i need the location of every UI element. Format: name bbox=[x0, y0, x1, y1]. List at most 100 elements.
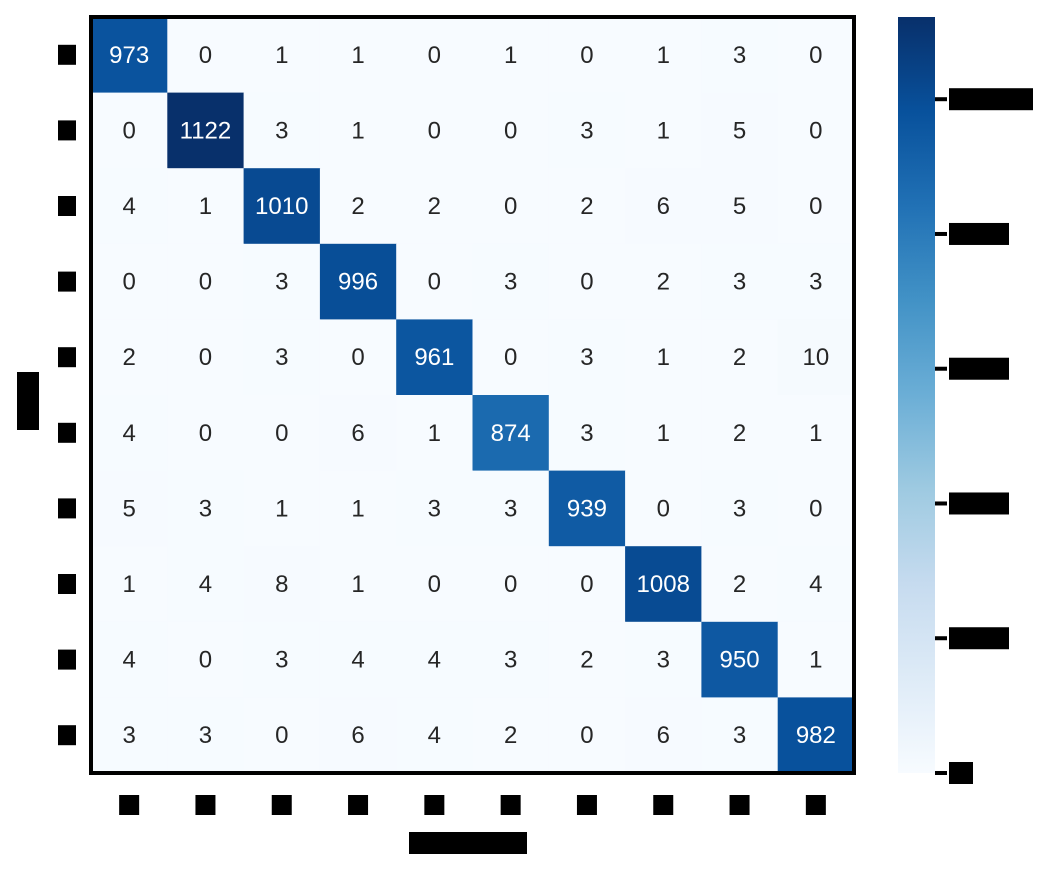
heatmap-cell bbox=[243, 319, 321, 396]
cell-value-label: 0 bbox=[504, 344, 517, 371]
cell-value-label: 1 bbox=[275, 42, 288, 69]
heatmap-cell bbox=[167, 546, 245, 623]
cell-value-label: 1008 bbox=[637, 571, 690, 598]
heatmap-cell bbox=[625, 546, 702, 623]
y-tick-mark bbox=[58, 44, 76, 65]
colorbar-tick-label-mark bbox=[949, 762, 973, 784]
cell-value-label: 0 bbox=[809, 42, 822, 69]
heatmap-cell bbox=[548, 470, 626, 547]
heatmap-cell bbox=[396, 470, 473, 547]
plot-border bbox=[89, 15, 856, 775]
cell-value-label: 3 bbox=[275, 647, 288, 674]
cell-value-label: 5 bbox=[733, 117, 746, 144]
heatmap-cell bbox=[625, 319, 702, 396]
cell-value-label: 3 bbox=[275, 269, 288, 296]
heatmap-cell bbox=[548, 17, 626, 94]
cell-value-label: 4 bbox=[428, 647, 441, 674]
heatmap-cell bbox=[167, 319, 245, 396]
cell-value-label: 6 bbox=[657, 722, 670, 749]
y-tick-mark bbox=[58, 498, 76, 519]
y-tick-mark bbox=[58, 196, 76, 216]
heatmap-cell bbox=[91, 470, 168, 547]
heatmap-cell bbox=[243, 243, 321, 320]
cell-value-label: 3 bbox=[122, 722, 135, 749]
heatmap-cell bbox=[701, 395, 779, 472]
heatmap-cell bbox=[167, 470, 245, 547]
x-tick-mark bbox=[271, 795, 292, 815]
heatmap-cells: 973 0 1 1 0 1 0 1 3 00 1122 3 1 0 0 3 1 5 04 1 1010 2 2 0 2 6 5 00 0… bbox=[91, 17, 855, 774]
cell-value-label: 0 bbox=[122, 117, 135, 144]
cell-value-label: 1 bbox=[122, 571, 135, 598]
x-tick-mark bbox=[424, 795, 445, 815]
heatmap-cell bbox=[625, 621, 702, 698]
colorbar-tick bbox=[935, 366, 947, 371]
x-tick-mark bbox=[119, 795, 140, 815]
cell-value-label: 1 bbox=[351, 495, 364, 522]
cell-value-label: 4 bbox=[122, 193, 135, 220]
heatmap-cell bbox=[319, 92, 397, 169]
heatmap-cell bbox=[548, 168, 626, 245]
cell-value-label: 0 bbox=[580, 722, 593, 749]
cell-value-label: 0 bbox=[122, 269, 135, 296]
heatmap-cell bbox=[548, 546, 626, 623]
cell-value-label: 3 bbox=[733, 269, 746, 296]
cell-value-label: 996 bbox=[338, 269, 378, 296]
heatmap-cell bbox=[91, 697, 168, 774]
cell-value-label: 2 bbox=[733, 571, 746, 598]
cell-value-label: 4 bbox=[351, 647, 364, 674]
heatmap-cell bbox=[777, 470, 855, 547]
heatmap-cell bbox=[396, 546, 473, 623]
heatmap-cell bbox=[777, 697, 855, 774]
cell-value-label: 3 bbox=[580, 420, 593, 447]
cell-value-label: 0 bbox=[199, 647, 212, 674]
cell-value-label: 0 bbox=[580, 269, 593, 296]
cell-value-label: 5 bbox=[122, 495, 135, 522]
cell-value-label: 1 bbox=[657, 117, 670, 144]
cell-value-label: 0 bbox=[199, 420, 212, 447]
cell-value-label: 2 bbox=[428, 193, 441, 220]
cell-value-label: 4 bbox=[809, 571, 822, 598]
colorbar-tick-label-mark bbox=[949, 627, 1009, 650]
y-axis-label-mark bbox=[17, 372, 39, 430]
heatmap-cell bbox=[319, 395, 397, 472]
heatmap-cell bbox=[625, 168, 702, 245]
cell-value-label: 874 bbox=[491, 420, 531, 447]
heatmap-cell bbox=[777, 395, 855, 472]
colorbar-tick bbox=[935, 636, 947, 641]
heatmap-cell bbox=[777, 243, 855, 320]
heatmap-cell bbox=[167, 395, 245, 472]
y-tick-mark bbox=[58, 422, 76, 443]
cell-value-label: 3 bbox=[580, 344, 593, 371]
heatmap-cell bbox=[625, 243, 702, 320]
heatmap-cell bbox=[243, 470, 321, 547]
cell-value-label: 950 bbox=[720, 647, 760, 674]
heatmap-cell bbox=[243, 168, 321, 245]
cell-value-label: 3 bbox=[504, 647, 517, 674]
cell-value-label: 3 bbox=[580, 117, 593, 144]
cell-value-label: 10 bbox=[802, 344, 829, 371]
cell-value-label: 2 bbox=[580, 193, 593, 220]
heatmap-cell bbox=[548, 92, 626, 169]
cell-value-label: 3 bbox=[809, 269, 822, 296]
cell-value-label: 2 bbox=[351, 193, 364, 220]
cell-value-label: 0 bbox=[580, 571, 593, 598]
cell-value-label: 6 bbox=[351, 420, 364, 447]
heatmap-cell bbox=[701, 319, 779, 396]
cell-value-label: 1 bbox=[657, 344, 670, 371]
heatmap-cell bbox=[243, 395, 321, 472]
cell-value-label: 2 bbox=[657, 269, 670, 296]
colorbar-tick-label-mark bbox=[949, 492, 1009, 515]
x-axis-ticks bbox=[119, 795, 826, 815]
cell-value-label: 0 bbox=[809, 117, 822, 144]
heatmap-cell bbox=[472, 395, 550, 472]
x-tick-mark bbox=[195, 795, 216, 815]
heatmap-cell bbox=[548, 697, 626, 774]
cell-value-label: 0 bbox=[275, 722, 288, 749]
cell-value-label: 3 bbox=[275, 117, 288, 144]
cell-value-label: 3 bbox=[733, 42, 746, 69]
cell-value-label: 2 bbox=[580, 647, 593, 674]
cell-value-label: 3 bbox=[733, 722, 746, 749]
cell-value-label: 3 bbox=[504, 495, 517, 522]
heatmap-cell bbox=[91, 17, 168, 94]
